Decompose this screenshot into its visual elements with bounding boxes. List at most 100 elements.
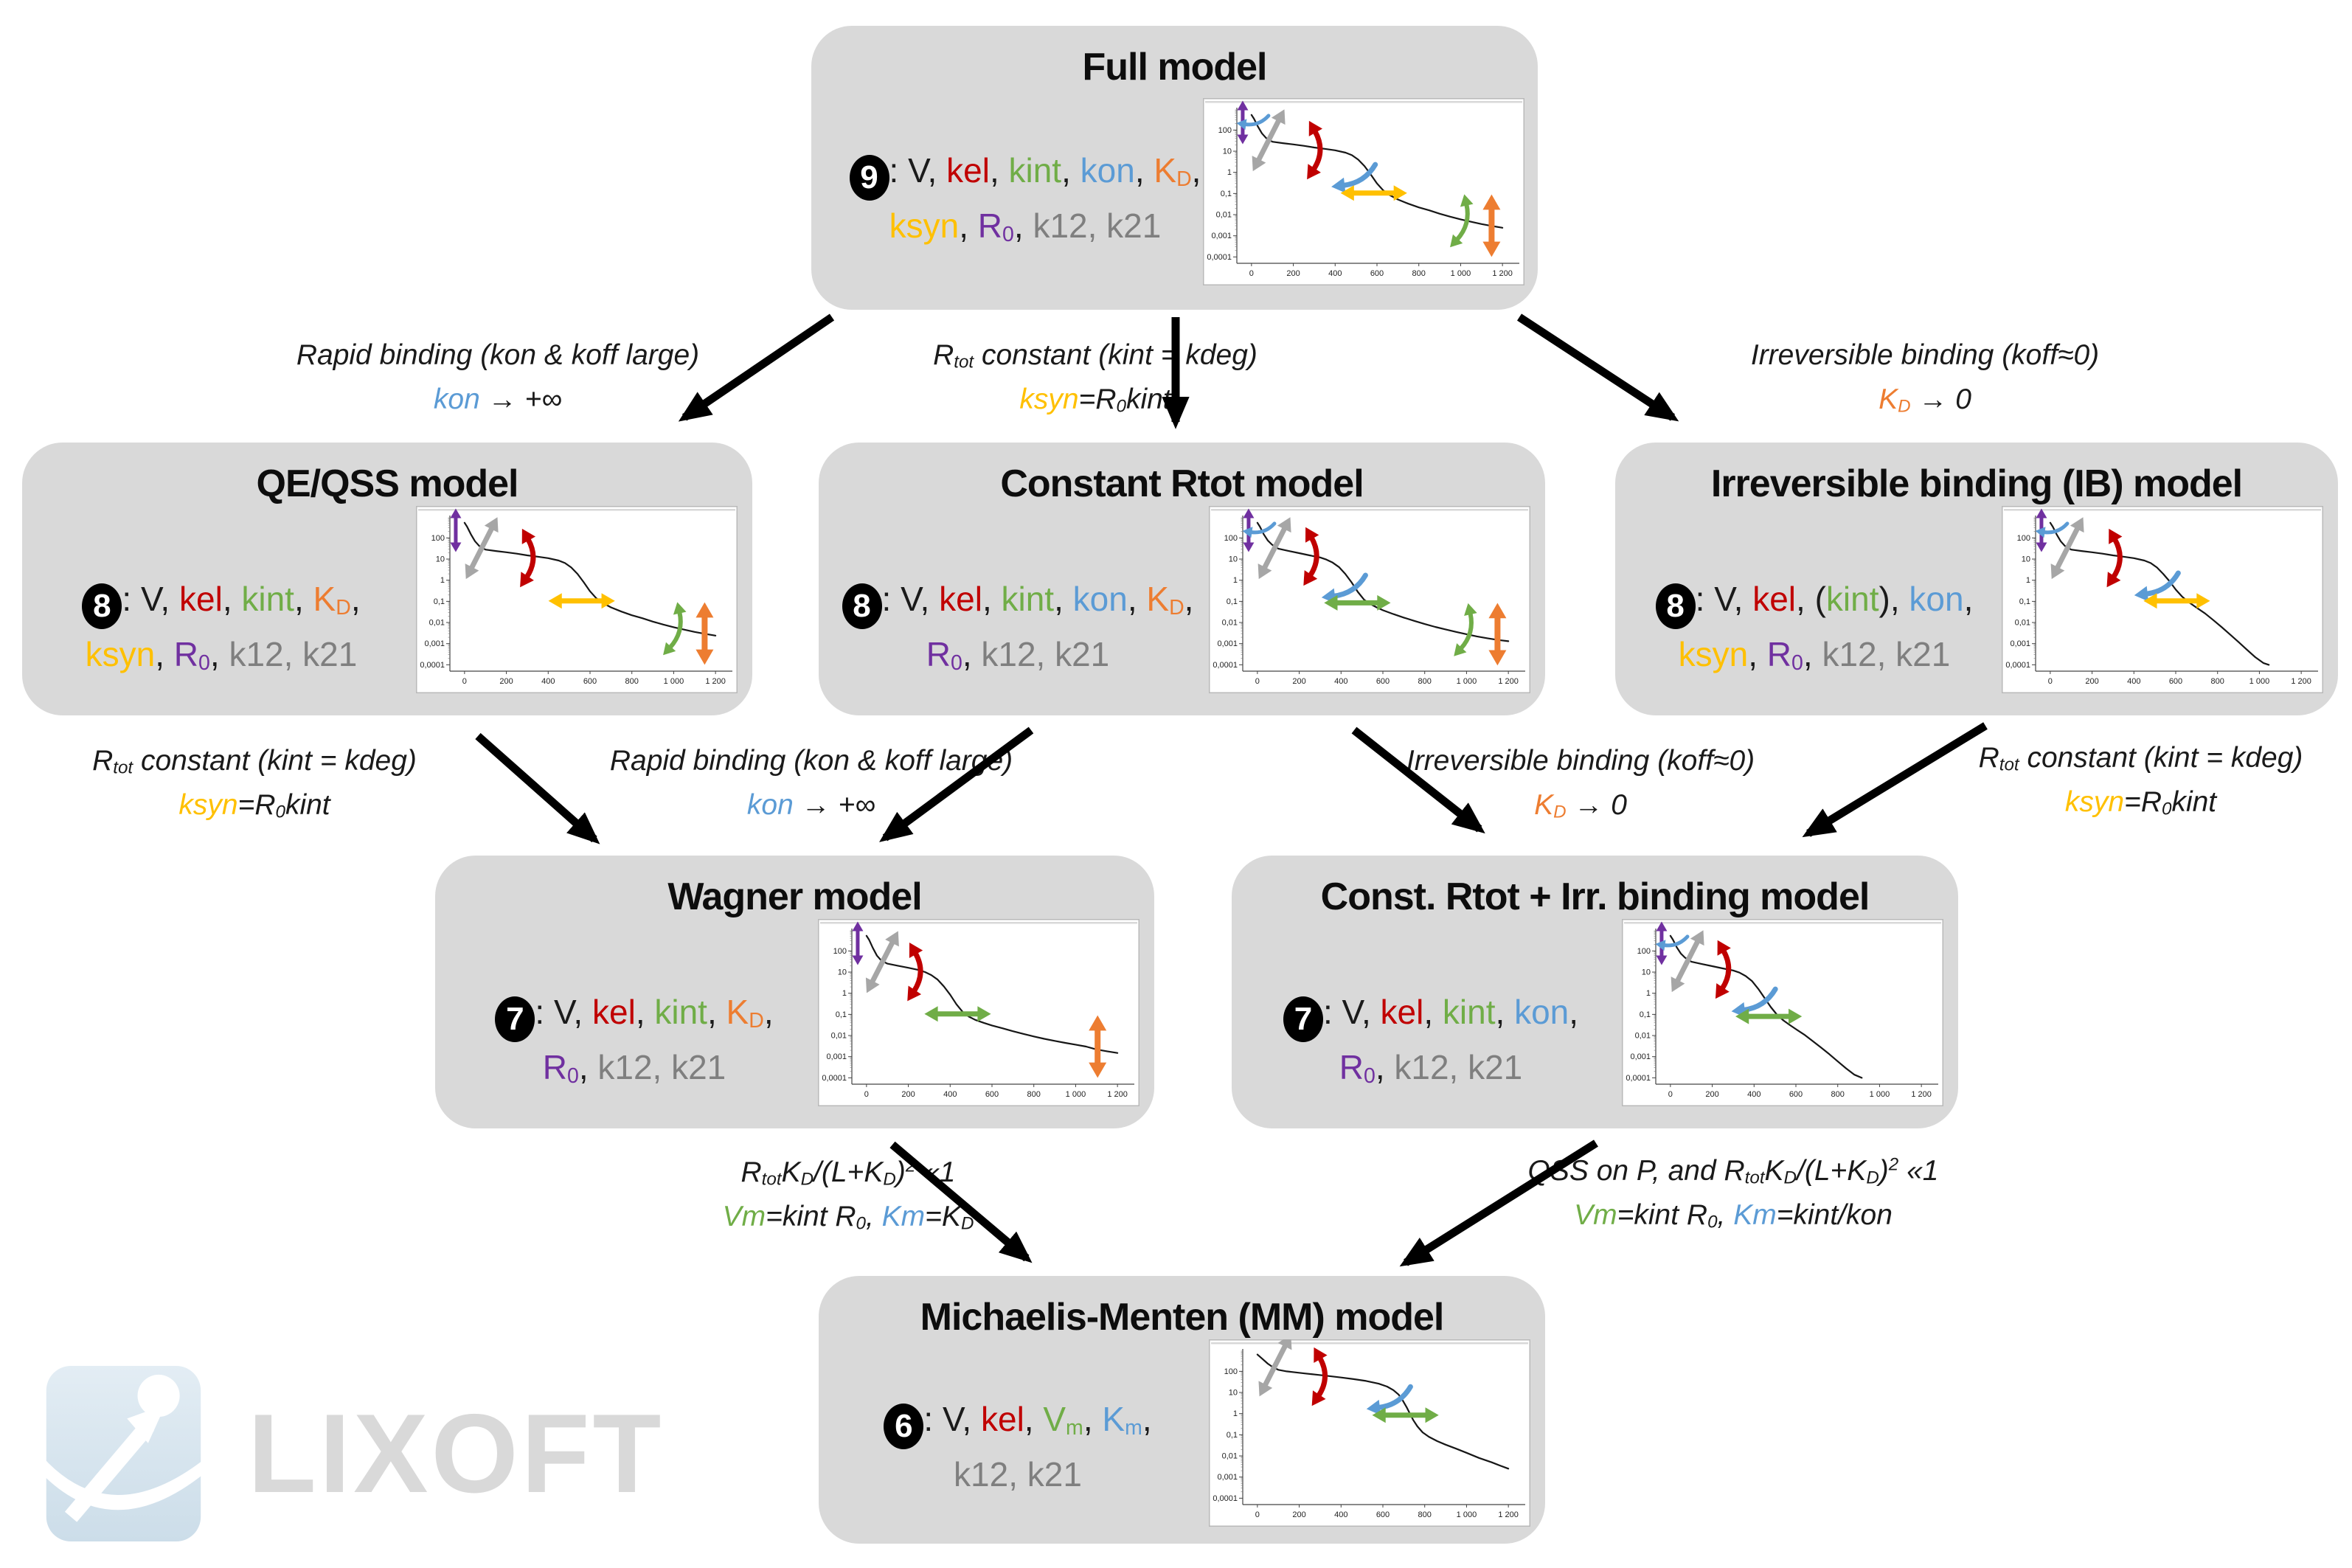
transition-label-rtot-constant: Rtot constant (kint = kdeg) ksyn=R0kint — [933, 339, 1257, 417]
svg-text:1 200: 1 200 — [1911, 1090, 1932, 1099]
svg-text:1: 1 — [1646, 989, 1651, 998]
svg-text:0,01: 0,01 — [2015, 619, 2030, 628]
svg-text:0,001: 0,001 — [1217, 639, 1238, 648]
lixoft-logo-text: LIXOFT — [248, 1390, 665, 1516]
svg-text:800: 800 — [2211, 677, 2224, 686]
svg-text:10: 10 — [1229, 555, 1238, 564]
svg-text:0,01: 0,01 — [1222, 619, 1238, 628]
svg-text:0: 0 — [864, 1090, 869, 1099]
parameter-count-badge: 8 — [1655, 583, 1696, 629]
svg-text:200: 200 — [499, 677, 513, 686]
svg-text:0,0001: 0,0001 — [1213, 1494, 1238, 1503]
svg-text:0: 0 — [2048, 677, 2053, 686]
svg-text:1: 1 — [1233, 576, 1238, 585]
svg-text:400: 400 — [1334, 677, 1347, 686]
svg-text:800: 800 — [1027, 1090, 1041, 1099]
parameter-count-badge: 7 — [1283, 996, 1323, 1042]
svg-text:1 000: 1 000 — [1457, 1510, 1477, 1519]
svg-text:0,1: 0,1 — [1640, 1010, 1651, 1019]
parameter-line: ksyn, R0, k12, k21 — [85, 634, 358, 675]
svg-text:0,0001: 0,0001 — [1207, 253, 1232, 262]
svg-text:800: 800 — [1412, 269, 1426, 278]
parameter-line: : V, kel, kint, kon, KD, — [889, 150, 1201, 191]
svg-text:800: 800 — [625, 677, 639, 686]
model-title: Michaelis-Menten (MM) model — [920, 1296, 1445, 1339]
svg-text:0,1: 0,1 — [1227, 1431, 1238, 1440]
svg-text:1 000: 1 000 — [1870, 1090, 1890, 1099]
svg-text:0,01: 0,01 — [831, 1032, 847, 1041]
svg-text:200: 200 — [1705, 1090, 1718, 1099]
parameter-list: 6: V, kel, Vm, Km, k12, k21 — [841, 1394, 1195, 1500]
svg-text:10: 10 — [2022, 555, 2030, 564]
model-title: Full model — [1082, 46, 1268, 89]
svg-text:0,01: 0,01 — [1635, 1032, 1651, 1041]
svg-text:600: 600 — [1376, 1510, 1390, 1519]
parameter-line: R0, k12, k21 — [926, 634, 1110, 675]
svg-text:1: 1 — [1227, 168, 1232, 177]
svg-text:1: 1 — [842, 989, 847, 998]
svg-text:0: 0 — [1668, 1090, 1673, 1099]
pk-curve-thumbnail: 100 10 1 0,1 0,01 0,001 0,0001 0 200 400 600 800 1 0… — [818, 919, 1139, 1106]
model-box-irreversible-binding: Irreversible binding (IB) model 8: V, ke… — [1615, 443, 2338, 715]
model-title: Constant Rtot model — [1000, 462, 1364, 505]
parameter-count-badge: 9 — [849, 154, 889, 201]
transition-label-rapid-binding: Rapid binding (kon & koff large) kon → +∞ — [609, 745, 1013, 822]
svg-text:0,0001: 0,0001 — [822, 1074, 847, 1083]
svg-text:0,001: 0,001 — [2010, 639, 2030, 648]
parameter-line: ksyn, R0, k12, k21 — [1678, 634, 1951, 675]
svg-text:0,001: 0,001 — [1211, 232, 1232, 240]
svg-text:1 200: 1 200 — [1492, 269, 1513, 278]
svg-text:1: 1 — [2026, 576, 2030, 585]
svg-text:0: 0 — [1249, 269, 1254, 278]
svg-text:0,01: 0,01 — [1222, 1452, 1238, 1461]
model-title: Irreversible binding (IB) model — [1710, 462, 2243, 505]
parameter-line: R0, k12, k21 — [1339, 1047, 1523, 1088]
model-box-full: Full model 9: V, kel, kint, kon, KD, ksy… — [811, 26, 1538, 310]
lixoft-logo-icon — [43, 1366, 218, 1541]
svg-text:10: 10 — [436, 555, 445, 564]
svg-text:1 000: 1 000 — [1457, 677, 1477, 686]
svg-text:400: 400 — [943, 1090, 957, 1099]
svg-text:100: 100 — [833, 947, 847, 956]
svg-text:1 200: 1 200 — [1498, 1510, 1519, 1519]
svg-text:600: 600 — [1370, 269, 1384, 278]
svg-text:400: 400 — [2127, 677, 2140, 686]
parameter-list: 7: V, kel, kint, kon, R0, k12, k21 — [1254, 987, 1608, 1093]
transition-label-rtot-constant: Rtot constant (kint = kdeg) ksyn=R0kint — [1978, 742, 2303, 819]
svg-text:200: 200 — [901, 1090, 915, 1099]
pk-curve-thumbnail: 100 10 1 0,1 0,01 0,001 0,0001 0 200 400 600 800 1 0… — [2002, 506, 2323, 693]
svg-text:0,0001: 0,0001 — [420, 661, 445, 670]
svg-text:200: 200 — [2085, 677, 2098, 686]
svg-text:400: 400 — [541, 677, 555, 686]
svg-text:400: 400 — [1334, 1510, 1347, 1519]
parameter-line: : V, kel, (kint), kon, — [1695, 579, 1974, 618]
svg-text:600: 600 — [985, 1090, 999, 1099]
svg-text:1 000: 1 000 — [1451, 269, 1471, 278]
svg-text:1 200: 1 200 — [2291, 677, 2311, 686]
svg-text:0,1: 0,1 — [836, 1010, 847, 1019]
svg-text:600: 600 — [2169, 677, 2182, 686]
svg-text:0,001: 0,001 — [1217, 1473, 1238, 1482]
pk-curve-thumbnail: 100 10 1 0,1 0,01 0,001 0,0001 0 200 400 600 800 1 0… — [416, 506, 738, 693]
svg-text:0,01: 0,01 — [1216, 211, 1232, 220]
model-title: QE/QSS model — [256, 462, 519, 505]
svg-text:1: 1 — [440, 576, 445, 585]
parameter-count-badge: 8 — [842, 583, 882, 629]
svg-text:10: 10 — [838, 968, 847, 977]
parameter-line: : V, kel, kint, KD, — [122, 579, 361, 620]
parameter-line: : V, kel, kint, kon, KD, — [881, 579, 1194, 620]
svg-text:100: 100 — [1218, 126, 1232, 135]
parameter-list: 8: V, kel, kint, kon, KD, R0, k12, k21 — [841, 574, 1195, 680]
svg-text:600: 600 — [583, 677, 597, 686]
svg-text:0,1: 0,1 — [1227, 597, 1238, 606]
model-title: Const. Rtot + Irr. binding model — [1320, 875, 1870, 918]
svg-text:400: 400 — [1747, 1090, 1760, 1099]
svg-text:1 000: 1 000 — [2249, 677, 2270, 686]
svg-text:100: 100 — [2017, 534, 2030, 543]
parameter-list: 8: V, kel, (kint), kon, ksyn, R0, k12, k… — [1637, 574, 1991, 680]
parameter-count-badge: 6 — [884, 1403, 924, 1449]
transition-label-mm-approximation: RtotKD/(L+KD)2 «1 Vm=kint R0, Km=KD — [722, 1156, 974, 1234]
svg-text:0,0001: 0,0001 — [2005, 661, 2030, 670]
svg-text:800: 800 — [1831, 1090, 1845, 1099]
